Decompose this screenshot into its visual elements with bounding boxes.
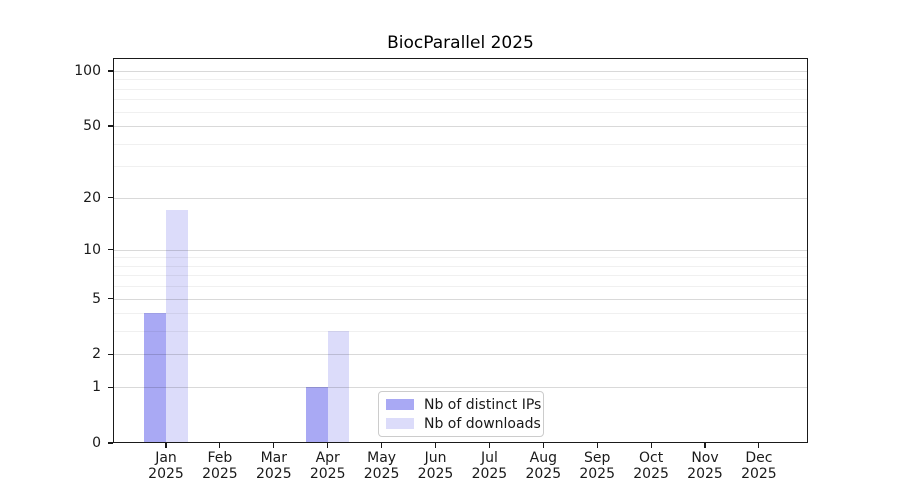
y-gridline-minor-40 (113, 143, 808, 145)
y-tick-label-0: 0 (92, 435, 101, 451)
x-tick-year: 2025 (579, 466, 615, 482)
y-gridline-100 (113, 71, 808, 73)
bar-downloads-apr (327, 331, 350, 443)
x-tick-label-aug: Aug 2025 (511, 450, 575, 482)
x-tick-month: Feb (207, 450, 233, 466)
y-tick-2 (108, 353, 113, 356)
y-tick-label-1: 1 (92, 379, 101, 396)
x-tick-feb (219, 443, 221, 448)
x-tick-label-mar: Mar 2025 (242, 450, 306, 482)
y-tick-20 (108, 197, 113, 199)
plot-area (113, 58, 808, 443)
y-gridline-2 (113, 354, 808, 356)
x-tick-year: 2025 (633, 466, 669, 482)
x-tick-nov (704, 443, 706, 448)
x-tick-year: 2025 (525, 466, 562, 482)
x-tick-label-apr: Apr 2025 (296, 450, 360, 482)
x-tick-year: 2025 (309, 466, 346, 482)
legend: Nb of distinct IPs Nb of downloads (378, 391, 544, 437)
y-gridline-5 (113, 298, 808, 300)
x-tick-month: Jul (480, 450, 498, 466)
y-gridline-minor-60 (113, 111, 808, 113)
y-tick-label-20: 20 (83, 189, 101, 206)
legend-swatch-distinct-ips (386, 399, 414, 410)
legend-label-distinct-ips: Nb of distinct IPs (424, 396, 542, 413)
x-tick-label-may: May 2025 (350, 450, 414, 482)
bar-ips-jan (144, 313, 166, 443)
x-tick-year: 2025 (471, 466, 508, 482)
y-gridline-minor-6 (113, 286, 808, 288)
y-gridline-minor-7 (113, 275, 808, 277)
x-tick-label-sep: Sep 2025 (565, 450, 629, 482)
x-tick-mar (273, 443, 275, 448)
y-tick-5 (108, 297, 113, 300)
y-tick-label-2: 2 (92, 346, 101, 363)
x-tick-label-jan: Jan 2025 (134, 450, 198, 482)
x-tick-label-dec: Dec 2025 (727, 450, 791, 482)
x-tick-month: Dec (745, 450, 773, 466)
x-tick-month: Nov (691, 450, 719, 466)
chart-title: BiocParallel 2025 (387, 33, 534, 53)
y-gridline-1 (113, 387, 808, 389)
y-tick-label-100: 100 (74, 63, 101, 80)
x-tick-label-oct: Oct 2025 (619, 450, 683, 482)
x-tick-year: 2025 (363, 466, 400, 482)
y-gridline-minor-3 (113, 331, 808, 333)
x-tick-month: Sep (583, 450, 611, 466)
x-tick-year: 2025 (148, 466, 184, 482)
legend-entry-distinct-ips: Nb of distinct IPs (386, 397, 543, 413)
y-tick-100 (108, 70, 113, 72)
x-tick-label-nov: Nov 2025 (673, 450, 737, 482)
legend-swatch-downloads (386, 418, 414, 429)
y-tick-1 (108, 386, 113, 388)
x-tick-label-jun: Jun 2025 (404, 450, 468, 482)
legend-entry-downloads: Nb of downloads (386, 416, 543, 432)
y-gridline-minor-4 (113, 313, 808, 315)
x-tick-sep (596, 443, 598, 448)
y-gridline-minor-80 (113, 88, 808, 90)
y-tick-label-50: 50 (83, 118, 101, 135)
y-gridline-minor-90 (113, 79, 808, 81)
y-tick-0 (108, 442, 113, 444)
y-tick-label-5: 5 (92, 290, 101, 307)
x-tick-may (381, 443, 383, 448)
y-gridline-20 (113, 197, 808, 199)
x-tick-month: May (367, 450, 397, 466)
legend-label-downloads: Nb of downloads (424, 415, 541, 432)
y-tick-10 (108, 249, 113, 251)
y-gridline-minor-30 (113, 166, 808, 168)
x-tick-dec (758, 443, 760, 448)
y-gridline-50 (113, 126, 808, 128)
y-gridline-10 (113, 249, 808, 251)
x-tick-oct (650, 443, 652, 448)
x-tick-year: 2025 (687, 466, 723, 482)
y-gridline-minor-8 (113, 265, 808, 267)
y-tick-label-10: 10 (83, 241, 101, 258)
x-tick-label-jul: Jul 2025 (457, 450, 521, 482)
bar-downloads-jan (166, 210, 188, 443)
x-tick-year: 2025 (417, 466, 454, 482)
x-tick-jan (165, 443, 167, 448)
x-tick-month: Oct (638, 450, 664, 466)
x-tick-month: Mar (260, 450, 287, 466)
x-tick-jul (488, 443, 490, 448)
x-tick-year: 2025 (202, 466, 238, 482)
x-tick-jun (434, 443, 437, 448)
x-tick-month: Jun (424, 450, 447, 466)
x-tick-label-feb: Feb 2025 (188, 450, 252, 482)
gridlines-layer (113, 58, 808, 443)
x-tick-month: Aug (529, 450, 557, 466)
y-gridline-minor-70 (113, 99, 808, 101)
x-tick-year: 2025 (255, 466, 292, 482)
x-tick-aug (542, 443, 544, 448)
y-gridline-minor-9 (113, 257, 808, 259)
x-tick-apr (327, 443, 329, 448)
x-tick-month: Jan (155, 450, 177, 466)
bar-ips-apr (306, 387, 328, 443)
x-tick-year: 2025 (741, 466, 777, 482)
y-tick-50 (108, 125, 113, 127)
x-tick-month: Apr (315, 450, 340, 466)
